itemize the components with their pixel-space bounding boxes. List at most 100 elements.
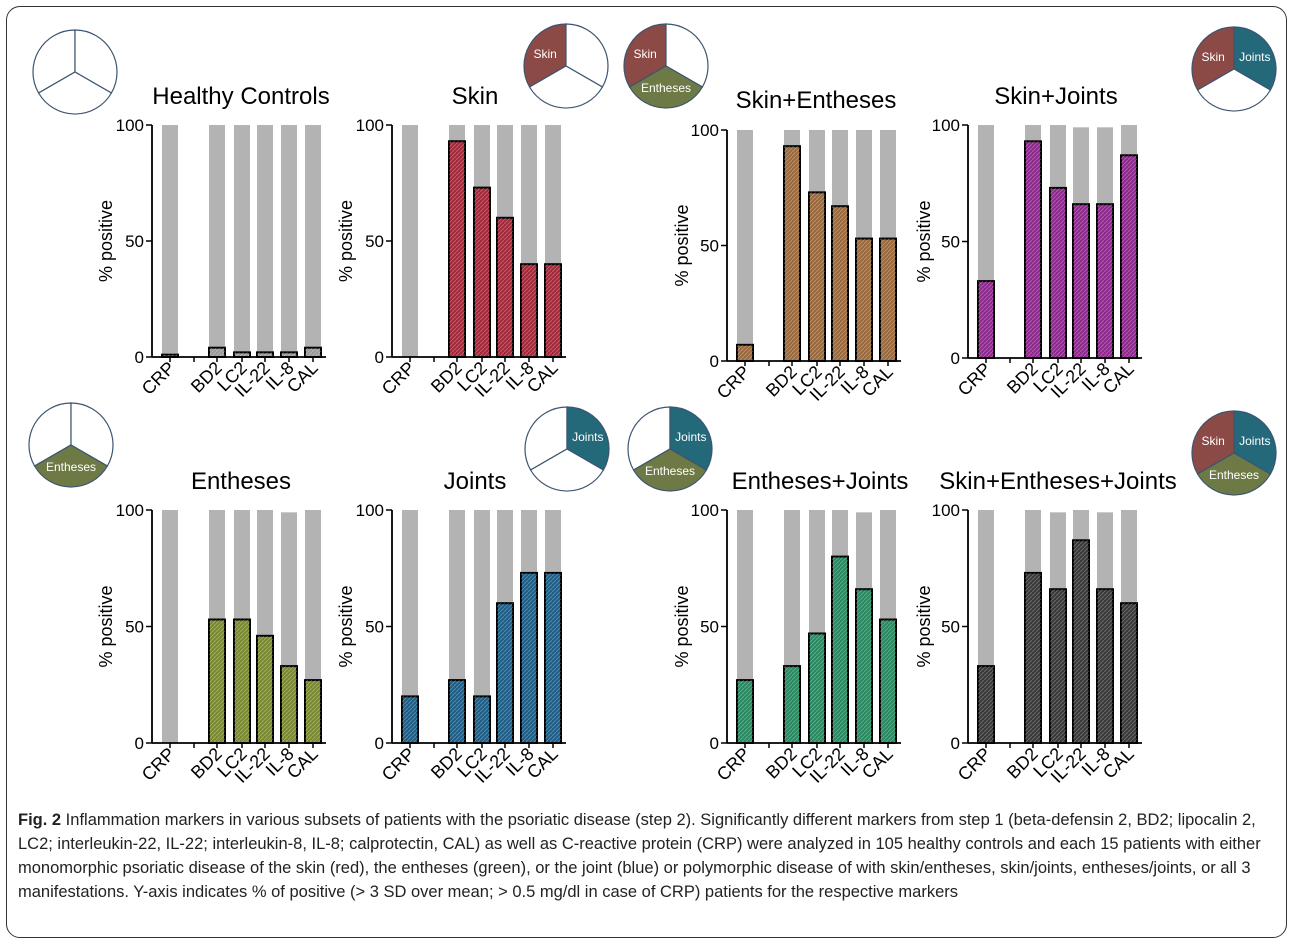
y-tick-label: 0 (135, 348, 144, 367)
y-tick-label: 100 (932, 116, 960, 135)
pie-skin-sector (623, 23, 667, 88)
bar-hatch-lc2 (234, 352, 250, 357)
y-axis-title: % positive (336, 585, 356, 667)
bar-hatch-il22 (1073, 540, 1089, 743)
pie-entheses-sector (529, 448, 605, 492)
bar-hatch-il8 (281, 666, 297, 743)
caption-text: Inflammation markers in various subsets … (18, 811, 1261, 901)
pie-2: Skin (523, 23, 609, 109)
y-tick-label: 0 (710, 352, 719, 371)
y-tick-label: 50 (365, 232, 384, 251)
pie-skin-sector (1191, 26, 1235, 91)
pie-skin-sector (32, 29, 76, 94)
y-axis-title: % positive (914, 200, 934, 282)
bar-background-bd2 (209, 125, 225, 357)
figure-frame (6, 6, 1287, 938)
bar-background-crp (402, 510, 418, 743)
bar-hatch-lc2 (474, 187, 490, 357)
bar-hatch-il22 (832, 556, 848, 743)
y-axis-title: % positive (336, 200, 356, 282)
pie-joints-sector (669, 406, 713, 471)
y-tick-label: 0 (375, 348, 384, 367)
y-tick-label: 100 (356, 501, 384, 520)
bar-hatch-il22 (497, 603, 513, 743)
chart-title: Skin+Joints (994, 83, 1117, 110)
chart-title: Entheses (191, 468, 291, 495)
y-tick-label: 100 (356, 116, 384, 135)
y-tick-label: 50 (941, 233, 960, 252)
pie-skin-label: Skin (1202, 434, 1225, 448)
y-tick-label: 100 (691, 121, 719, 140)
bar-background-cal (305, 125, 321, 357)
bar-hatch-cal (305, 347, 321, 357)
y-tick-label: 0 (135, 734, 144, 753)
y-tick-label: 100 (116, 501, 144, 520)
bar-hatch-il22 (1073, 204, 1089, 358)
y-axis-title: % positive (914, 585, 934, 667)
bar-hatch-bd2 (209, 347, 225, 357)
pie-joints-sector (1233, 26, 1277, 91)
bar-hatch-il8 (856, 238, 872, 361)
y-tick-label: 0 (375, 734, 384, 753)
y-axis-title: % positive (96, 200, 116, 282)
pie-7: Joints Entheses (627, 406, 713, 492)
pie-entheses-sector (1196, 68, 1272, 112)
pie-entheses-label: Entheses (645, 464, 695, 478)
y-tick-label: 100 (691, 501, 719, 520)
pie-joints-sector (1233, 410, 1277, 475)
pie-entheses-sector (528, 65, 604, 109)
bar-hatch-crp (737, 344, 753, 361)
pie-joints-label: Joints (572, 430, 603, 444)
y-tick-label: 50 (700, 237, 719, 256)
bar-hatch-lc2 (809, 633, 825, 743)
pie-skin-label: Skin (634, 47, 657, 61)
bar-hatch-bd2 (449, 680, 465, 743)
bar-hatch-lc2 (474, 696, 490, 743)
bar-hatch-il8 (521, 264, 537, 357)
y-tick-label: 0 (951, 349, 960, 368)
bar-hatch-cal (1121, 155, 1137, 358)
pie-skin-sector (1191, 410, 1235, 475)
bar-hatch-bd2 (784, 666, 800, 743)
bar-hatch-cal (545, 264, 561, 357)
bar-hatch-bd2 (1025, 141, 1041, 358)
y-tick-label: 50 (125, 232, 144, 251)
y-tick-label: 100 (932, 501, 960, 520)
pie-entheses-label: Entheses (46, 460, 96, 474)
bar-hatch-crp (402, 696, 418, 743)
pie-joints-label: Joints (1239, 50, 1270, 64)
y-axis-title: % positive (96, 585, 116, 667)
bar-hatch-cal (880, 238, 896, 361)
pie-3: Skin Entheses (623, 23, 709, 109)
bar-hatch-crp (162, 354, 178, 357)
bar-hatch-crp (737, 680, 753, 743)
pie-entheses-sector (37, 71, 113, 115)
bar-background-crp (162, 510, 178, 743)
pie-joints-sector (665, 23, 709, 88)
bar-hatch-il22 (257, 635, 273, 743)
chart-title: Joints (444, 468, 507, 495)
bar-hatch-bd2 (1025, 572, 1041, 743)
bar-hatch-il22 (257, 352, 273, 357)
bar-hatch-bd2 (449, 141, 465, 357)
chart-title: Entheses+Joints (732, 468, 909, 495)
chart-title: Skin+Entheses (736, 87, 897, 114)
pie-skin-sector (523, 23, 567, 88)
bar-hatch-cal (1121, 603, 1137, 743)
bar-background-il8 (281, 125, 297, 357)
pie-entheses-sector (632, 448, 708, 492)
bar-hatch-il8 (856, 589, 872, 743)
bar-hatch-bd2 (209, 619, 225, 743)
bar-hatch-il8 (1097, 589, 1113, 743)
pie-joints-sector (566, 406, 610, 471)
bar-hatch-lc2 (1050, 187, 1066, 358)
pie-6: Joints (524, 406, 610, 492)
bar-hatch-il8 (281, 352, 297, 357)
